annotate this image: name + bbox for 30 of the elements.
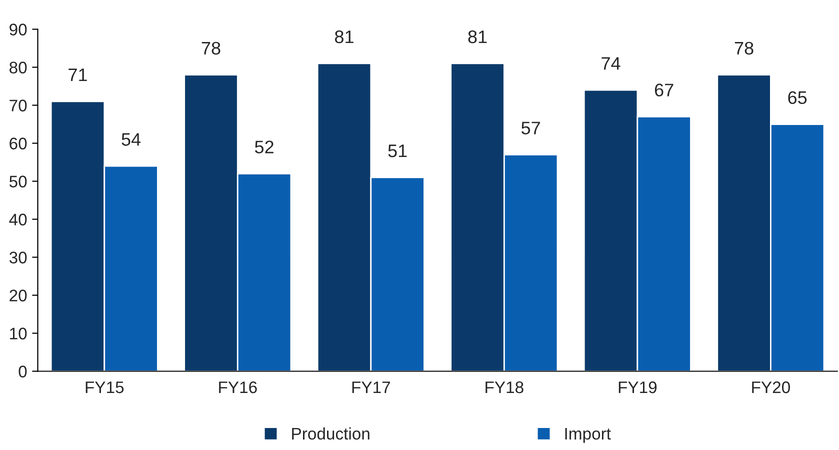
data-label: 81 xyxy=(468,30,487,44)
x-tick-label: FY20 xyxy=(752,381,790,394)
y-tick-label: 0 xyxy=(18,366,27,378)
data-label: 81 xyxy=(335,30,354,44)
y-tick-label: 70 xyxy=(10,100,27,112)
y-tick-label: 40 xyxy=(9,214,27,226)
y-tick-label: 30 xyxy=(9,252,27,264)
y-tick-label: 20 xyxy=(10,290,27,302)
y-tick-label: 90 xyxy=(10,24,27,36)
x-tick-label: FY18 xyxy=(486,381,524,394)
x-tick-label: FY16 xyxy=(219,381,257,394)
data-label: 52 xyxy=(254,140,274,154)
data-label: 74 xyxy=(602,57,620,70)
data-label: 78 xyxy=(202,42,220,55)
x-tick-label: FY17 xyxy=(352,382,390,394)
data-label: 57 xyxy=(522,122,540,134)
data-label: 71 xyxy=(68,68,87,82)
x-tick-label: FY19 xyxy=(618,381,657,394)
x-tick-label: FY15 xyxy=(86,382,124,394)
legend-label: Import xyxy=(565,428,611,443)
data-label: 65 xyxy=(788,91,807,104)
data-label: 54 xyxy=(122,133,141,146)
y-tick-label: 80 xyxy=(10,62,27,74)
data-label: 67 xyxy=(654,84,674,96)
data-label: 51 xyxy=(388,144,407,158)
y-tick-label: 10 xyxy=(10,328,27,340)
legend-label: Production xyxy=(292,427,370,440)
y-tick-label: 50 xyxy=(9,176,27,188)
data-label: 78 xyxy=(734,42,754,55)
y-tick-label: 60 xyxy=(10,138,27,150)
